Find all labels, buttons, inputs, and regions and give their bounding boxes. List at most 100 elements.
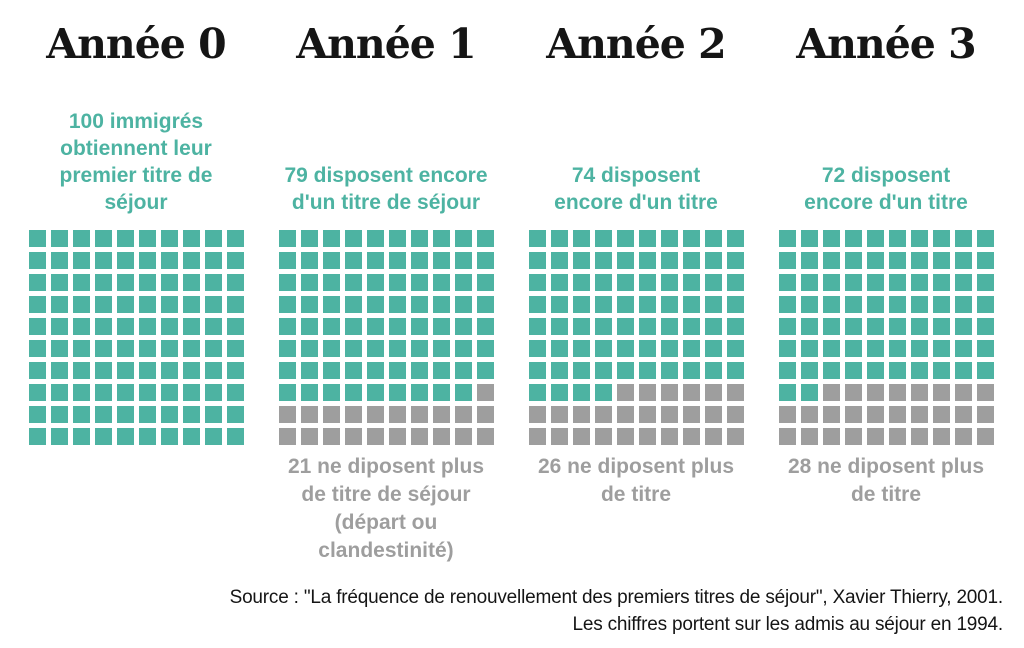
lost-square <box>638 406 656 423</box>
kept-square <box>432 318 450 335</box>
kept-square <box>528 318 546 335</box>
kept-square <box>116 362 134 379</box>
kept-square <box>138 362 156 379</box>
kept-square <box>888 340 906 357</box>
lost-square <box>366 406 384 423</box>
kept-square <box>138 318 156 335</box>
year-title: Année 2 <box>546 20 726 68</box>
lost-square <box>954 428 972 445</box>
kept-square <box>204 274 222 291</box>
lost-square <box>344 428 362 445</box>
kept-square <box>822 362 840 379</box>
kept-square <box>388 362 406 379</box>
kept-square <box>344 230 362 247</box>
kept-square <box>778 362 796 379</box>
kept-square <box>28 296 46 313</box>
lost-square <box>976 406 994 423</box>
lost-square <box>528 428 546 445</box>
lost-square <box>704 406 722 423</box>
kept-square <box>138 230 156 247</box>
kept-square <box>800 230 818 247</box>
kept-square <box>726 230 744 247</box>
kept-square <box>410 384 428 401</box>
kept-square <box>954 340 972 357</box>
kept-square <box>278 340 296 357</box>
lost-count-label: 21 ne diposent plus de titre de séjour (… <box>287 455 485 562</box>
kept-square <box>594 230 612 247</box>
lost-square <box>550 428 568 445</box>
kept-count-label: 74 disposent encore d'un titre <box>554 164 718 214</box>
kept-square <box>660 362 678 379</box>
lost-square <box>704 428 722 445</box>
kept-square <box>822 340 840 357</box>
kept-square <box>410 274 428 291</box>
kept-square <box>366 318 384 335</box>
kept-square <box>682 318 700 335</box>
kept-square <box>726 362 744 379</box>
kept-square <box>550 318 568 335</box>
kept-square <box>160 406 178 423</box>
kept-square <box>50 296 68 313</box>
lost-square <box>550 406 568 423</box>
lost-square <box>638 384 656 401</box>
kept-square <box>410 340 428 357</box>
kept-square <box>138 428 156 445</box>
kept-square <box>94 252 112 269</box>
kept-count-label: 79 disposent encore d'un titre de séjour <box>284 164 488 214</box>
kept-square <box>226 318 244 335</box>
lost-square <box>726 428 744 445</box>
lost-square <box>888 428 906 445</box>
kept-square <box>910 296 928 313</box>
kept-square <box>976 252 994 269</box>
lost-square <box>410 428 428 445</box>
kept-square <box>72 362 90 379</box>
kept-square <box>50 428 68 445</box>
kept-square <box>278 252 296 269</box>
kept-square <box>28 230 46 247</box>
kept-square <box>432 384 450 401</box>
kept-square <box>844 340 862 357</box>
lost-square <box>682 384 700 401</box>
kept-square <box>454 384 472 401</box>
kept-square <box>454 296 472 313</box>
kept-square <box>28 340 46 357</box>
kept-square <box>954 362 972 379</box>
lost-square <box>366 428 384 445</box>
lost-square <box>888 384 906 401</box>
kept-square <box>476 340 494 357</box>
kept-square <box>410 318 428 335</box>
kept-square <box>660 274 678 291</box>
kept-square <box>300 362 318 379</box>
kept-square <box>322 230 340 247</box>
kept-square <box>388 274 406 291</box>
kept-square <box>344 274 362 291</box>
kept-square <box>822 252 840 269</box>
kept-square <box>72 340 90 357</box>
kept-square <box>366 252 384 269</box>
kept-square <box>800 362 818 379</box>
kept-square <box>366 230 384 247</box>
kept-square <box>204 362 222 379</box>
kept-square <box>204 230 222 247</box>
kept-square <box>638 340 656 357</box>
kept-square <box>572 274 590 291</box>
kept-square <box>204 252 222 269</box>
kept-square <box>778 296 796 313</box>
lost-square <box>572 406 590 423</box>
kept-square <box>616 252 634 269</box>
kept-square <box>910 230 928 247</box>
lost-square <box>932 428 950 445</box>
kept-square <box>888 230 906 247</box>
kept-square <box>322 362 340 379</box>
kept-square <box>160 428 178 445</box>
lost-square <box>322 406 340 423</box>
lost-square <box>410 406 428 423</box>
kept-square <box>94 296 112 313</box>
kept-square <box>616 318 634 335</box>
kept-square <box>160 362 178 379</box>
kept-square <box>204 384 222 401</box>
kept-square <box>844 252 862 269</box>
kept-square <box>594 274 612 291</box>
kept-square <box>454 362 472 379</box>
year-column-2: Année 2 74 disposent encore d'un titre 2… <box>528 0 744 565</box>
